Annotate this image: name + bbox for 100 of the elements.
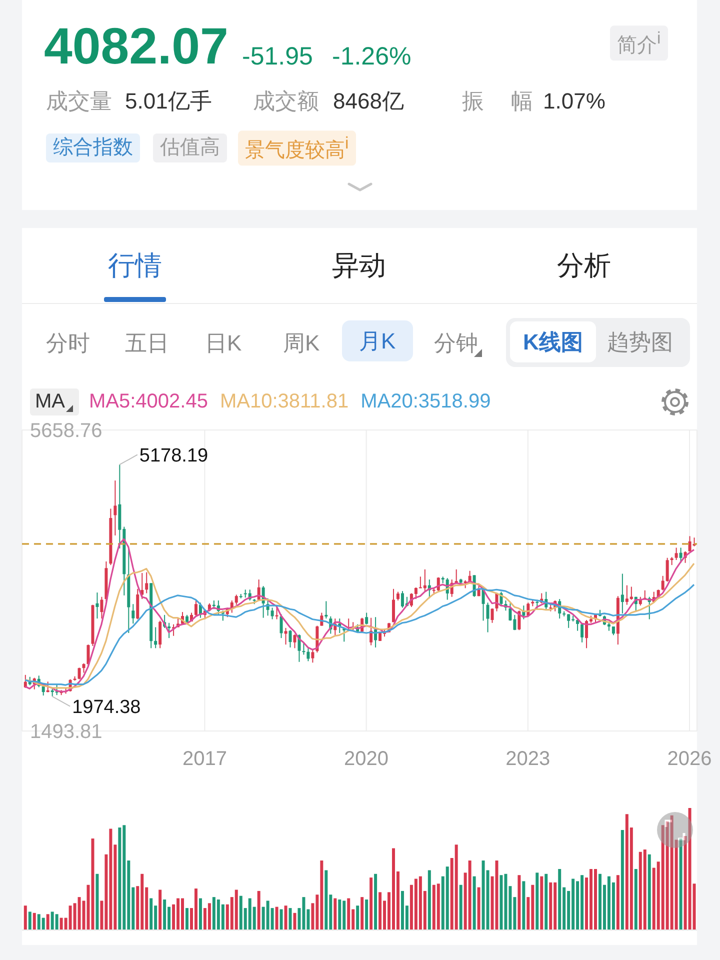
bar <box>234 890 238 930</box>
candlestick <box>100 596 104 620</box>
bar <box>284 906 288 930</box>
bar <box>356 906 360 930</box>
text: 振 幅 <box>462 88 534 114</box>
text: 分钟 <box>434 330 478 356</box>
text: 5.01亿手 <box>125 88 212 114</box>
candlestick <box>145 572 148 594</box>
candlestick <box>132 604 135 624</box>
candlestick <box>86 644 90 668</box>
bar <box>544 874 548 930</box>
bar <box>194 888 198 930</box>
bar <box>55 914 58 930</box>
bar <box>32 912 36 930</box>
candlestick <box>284 627 288 646</box>
bar <box>477 887 480 930</box>
text: 趋势图 <box>607 329 673 355</box>
text: 周K <box>283 330 320 356</box>
bar <box>549 882 552 930</box>
bar <box>46 914 50 930</box>
bar <box>186 908 189 930</box>
text: MA <box>30 388 79 416</box>
text: MA5:4002.45 <box>89 390 208 414</box>
candlestick <box>306 648 310 662</box>
bar <box>495 860 498 930</box>
bar <box>360 897 364 930</box>
candlestick <box>392 588 395 623</box>
bar <box>468 860 472 930</box>
line-series <box>24 584 695 686</box>
bar <box>370 878 373 930</box>
bar <box>436 884 440 930</box>
bar <box>208 903 211 930</box>
text: 8468亿 <box>333 88 404 114</box>
bar <box>118 828 122 930</box>
text: 景气度较高$^{i}$ <box>238 130 356 166</box>
text: 异动 <box>332 250 386 282</box>
candlestick <box>270 607 274 620</box>
text: 4082.07 <box>44 18 228 76</box>
bar <box>42 918 45 930</box>
candlestick <box>674 547 678 560</box>
text: 估值高 <box>153 134 227 162</box>
text: 成交额 <box>253 88 319 114</box>
bar <box>643 849 646 930</box>
bar <box>500 875 503 930</box>
x-tick-label: 2026 <box>667 748 712 770</box>
bar <box>293 912 296 930</box>
bar <box>158 890 162 930</box>
bar <box>334 898 337 930</box>
bar <box>150 898 153 930</box>
bar <box>257 890 260 930</box>
bar <box>459 884 462 930</box>
candlestick <box>302 642 306 656</box>
text: 成交量 <box>46 88 112 114</box>
y-tick-label: 5658.76 <box>30 420 102 442</box>
bar <box>428 870 431 930</box>
text: -1.26% <box>332 42 412 72</box>
candlestick <box>158 620 162 649</box>
bar <box>620 830 624 930</box>
bar <box>634 869 638 930</box>
bar <box>454 844 458 930</box>
bar <box>275 906 278 930</box>
candlestick <box>168 622 171 639</box>
candlestick <box>585 619 588 649</box>
candlestick <box>275 606 278 620</box>
bar <box>96 874 99 930</box>
text: 综合指数 <box>46 134 140 162</box>
line-series <box>24 538 695 692</box>
candlestick <box>234 594 238 606</box>
bar <box>338 900 342 930</box>
bar <box>648 854 651 930</box>
bar <box>198 898 202 930</box>
text: -51.95 <box>242 42 313 72</box>
bar <box>374 874 378 930</box>
candlestick <box>324 600 328 620</box>
bar <box>324 870 328 930</box>
y-tick-label: 1493.81 <box>30 721 102 744</box>
bar <box>540 876 544 930</box>
bar <box>472 876 476 930</box>
bar <box>163 900 166 930</box>
candlestick <box>518 610 521 631</box>
bar <box>288 908 292 930</box>
bar <box>365 900 368 930</box>
candlestick <box>620 573 624 614</box>
bar <box>522 881 526 930</box>
x-tick-label: 2023 <box>506 748 550 770</box>
bar <box>616 875 620 930</box>
candlestick <box>580 623 584 643</box>
candlestick <box>288 630 292 648</box>
candlestick <box>114 480 117 536</box>
annotation: 1974.38 <box>72 696 141 718</box>
bar <box>679 838 682 930</box>
bar <box>536 872 539 930</box>
text: 日K <box>205 330 242 356</box>
bar <box>280 909 283 930</box>
text: 分时 <box>46 330 90 356</box>
candlestick <box>280 614 283 639</box>
x-tick-label: 2017 <box>182 748 227 770</box>
candlestick <box>82 662 86 674</box>
candlestick <box>414 586 418 600</box>
bar <box>518 875 521 930</box>
